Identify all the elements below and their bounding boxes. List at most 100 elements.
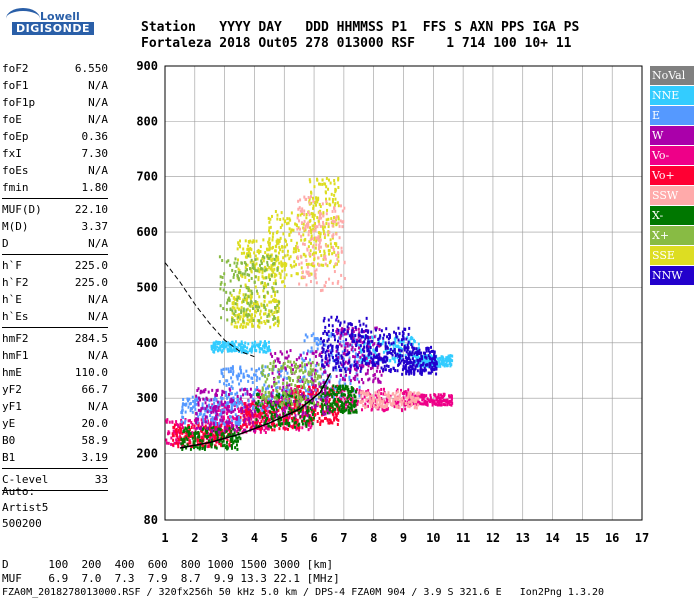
y-tick-label: 80 [144, 513, 158, 527]
echo-point [262, 284, 265, 288]
echo-point [377, 404, 380, 408]
param-name: C-level [2, 473, 49, 486]
echo-point [272, 360, 275, 364]
echo-point [408, 367, 411, 371]
echo-point [380, 366, 383, 370]
echo-point [267, 390, 270, 394]
echo-point [413, 340, 416, 344]
echo-point [286, 427, 289, 431]
echo-point [306, 247, 309, 251]
echo-point [231, 402, 234, 406]
echo-point [367, 391, 370, 395]
echo-point [249, 252, 252, 256]
echo-point [274, 290, 277, 294]
echo-point [439, 399, 442, 403]
echo-point [376, 393, 379, 397]
echo-point [334, 318, 337, 322]
echo-point [450, 394, 453, 398]
echo-point [261, 427, 264, 431]
echo-point [228, 418, 231, 422]
echo-point [414, 351, 417, 355]
echo-point [270, 258, 273, 262]
echo-point [247, 248, 250, 252]
echo-point [356, 377, 359, 381]
echo-point [366, 342, 369, 346]
echo-point [333, 416, 336, 420]
echo-point [329, 388, 332, 392]
param-value: N/A [88, 349, 108, 362]
echo-point [329, 343, 332, 347]
echo-point [231, 365, 234, 369]
echo-point [331, 324, 334, 328]
echo-point [366, 348, 369, 352]
echo-point [277, 306, 280, 310]
echo-point [221, 432, 224, 436]
echo-point [220, 436, 223, 440]
echo-point [361, 348, 364, 352]
echo-point [377, 339, 380, 343]
echo-point [424, 402, 427, 406]
echo-point [243, 402, 246, 406]
echo-point [229, 370, 232, 374]
echo-point [382, 357, 385, 361]
echo-point [277, 400, 280, 404]
echo-point [244, 392, 247, 396]
echo-point [307, 370, 310, 374]
echo-point [312, 351, 315, 355]
echo-point [187, 399, 190, 403]
param-value: 225.0 [74, 259, 108, 272]
echo-point [200, 418, 203, 422]
echo-point [305, 216, 308, 220]
echo-point [340, 393, 343, 397]
echo-point [337, 186, 340, 190]
echo-point [194, 407, 197, 411]
echo-point [245, 422, 248, 426]
echo-point [303, 238, 306, 242]
param-separator [2, 327, 108, 328]
echo-point [215, 432, 218, 436]
echo-point [230, 446, 233, 450]
echo-point [393, 342, 396, 346]
echo-point [336, 262, 339, 266]
echo-point [357, 359, 360, 363]
echo-point [338, 342, 341, 346]
echo-point [223, 443, 226, 447]
echo-point [375, 401, 378, 405]
echo-point [261, 415, 264, 419]
echo-point [280, 396, 283, 400]
echo-point [322, 214, 325, 218]
echo-point [433, 368, 436, 372]
echo-point [432, 349, 435, 353]
echo-point [226, 379, 229, 383]
echo-point [382, 392, 385, 396]
echo-point [290, 367, 293, 371]
echo-point [255, 304, 258, 308]
echo-point [210, 408, 213, 412]
echo-point [409, 337, 412, 341]
echo-point [374, 363, 377, 367]
echo-point [337, 359, 340, 363]
echo-point [365, 405, 368, 409]
echo-point [311, 399, 314, 403]
echo-point [446, 356, 449, 360]
echo-point [210, 429, 213, 433]
echo-point [262, 398, 265, 402]
echo-point [283, 268, 286, 272]
echo-point [277, 302, 280, 306]
echo-point [254, 411, 257, 415]
echo-point [393, 348, 396, 352]
echo-point [414, 396, 417, 400]
echo-point [422, 394, 425, 398]
echo-point [331, 209, 334, 213]
echo-point [239, 395, 242, 399]
echo-point [271, 394, 274, 398]
echo-point [345, 332, 348, 336]
echo-point [291, 402, 294, 406]
echo-point [323, 232, 326, 236]
echo-point [337, 178, 340, 182]
echo-point [431, 357, 434, 361]
echo-point [372, 378, 375, 382]
echo-point [264, 350, 267, 354]
echo-point [264, 431, 267, 435]
echo-point [228, 382, 231, 386]
